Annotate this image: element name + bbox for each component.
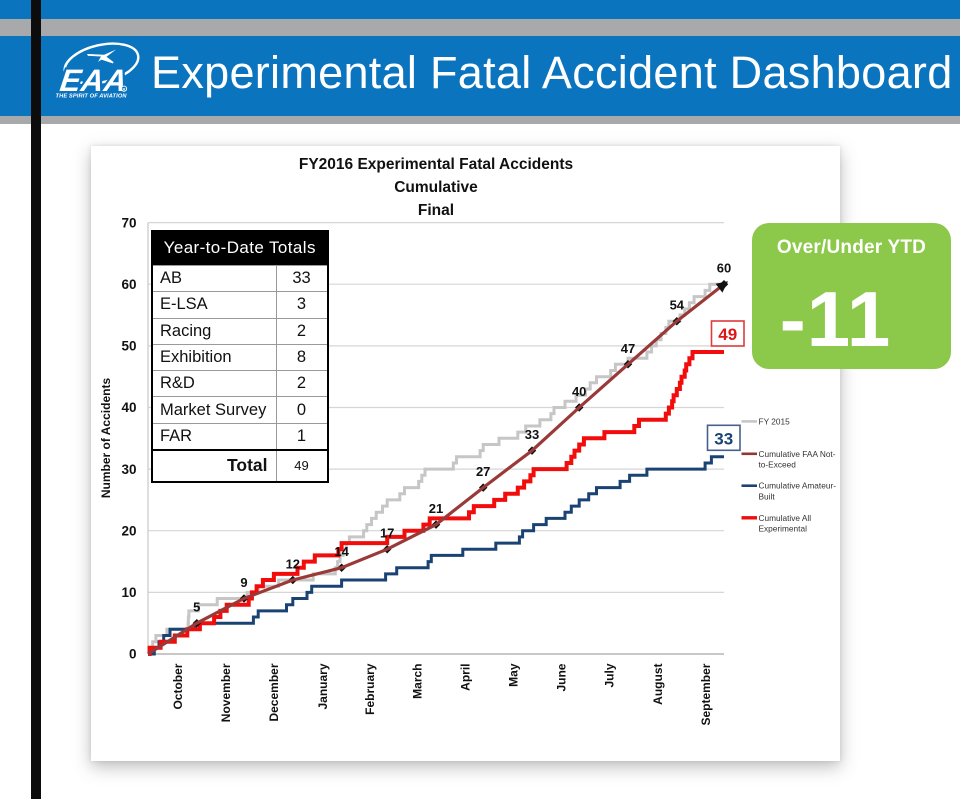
svg-text:30: 30 (121, 462, 136, 477)
svg-text:April: April (458, 664, 472, 691)
svg-text:Cumulative FAA Not-: Cumulative FAA Not- (759, 449, 836, 459)
svg-text:60: 60 (121, 277, 136, 292)
svg-text:December: December (267, 663, 281, 721)
svg-text:September: September (699, 663, 713, 725)
svg-text:May: May (506, 663, 520, 687)
svg-text:47: 47 (621, 341, 635, 356)
svg-text:March: March (410, 664, 424, 699)
svg-text:February: February (363, 663, 377, 715)
svg-text:January: January (316, 663, 330, 709)
svg-text:to-Exceed: to-Exceed (759, 459, 797, 469)
svg-text:20: 20 (121, 523, 136, 538)
svg-text:Cumulative All: Cumulative All (759, 513, 812, 523)
svg-text:FY 2015: FY 2015 (759, 416, 791, 426)
svg-text:Cumulative Amateur-: Cumulative Amateur- (759, 481, 837, 491)
svg-text:10: 10 (121, 585, 136, 600)
svg-text:40: 40 (572, 384, 586, 399)
svg-text:17: 17 (380, 526, 394, 541)
svg-text:50: 50 (121, 339, 136, 354)
svg-text:November: November (219, 663, 233, 722)
svg-text:0: 0 (129, 647, 137, 662)
svg-text:33: 33 (525, 427, 539, 442)
svg-text:Built: Built (759, 491, 776, 501)
svg-text:40: 40 (121, 400, 136, 415)
svg-text:June: June (554, 663, 568, 691)
svg-text:54: 54 (670, 298, 685, 313)
svg-text:Cumulative: Cumulative (394, 179, 478, 196)
svg-text:60: 60 (717, 261, 731, 276)
svg-text:August: August (651, 663, 665, 704)
svg-text:5: 5 (193, 600, 200, 615)
svg-text:27: 27 (476, 464, 490, 479)
svg-text:Number of Accidents: Number of Accidents (99, 378, 113, 499)
svg-text:Experimental: Experimental (759, 523, 808, 533)
svg-text:EAA: EAA (58, 63, 130, 98)
svg-text:October: October (171, 663, 185, 709)
svg-text:21: 21 (429, 501, 443, 516)
svg-text:33: 33 (714, 429, 733, 448)
svg-text:R: R (123, 87, 126, 92)
svg-text:70: 70 (121, 215, 136, 230)
svg-text:12: 12 (286, 557, 300, 572)
svg-text:July: July (602, 663, 616, 687)
svg-text:49: 49 (718, 325, 737, 344)
svg-text:THE SPIRIT OF AVIATION: THE SPIRIT OF AVIATION (56, 94, 128, 100)
svg-text:14: 14 (334, 544, 349, 559)
svg-text:Final: Final (418, 202, 454, 219)
svg-text:FY2016 Experimental Fatal Acci: FY2016 Experimental Fatal Accidents (299, 156, 573, 173)
svg-text:9: 9 (240, 575, 247, 590)
